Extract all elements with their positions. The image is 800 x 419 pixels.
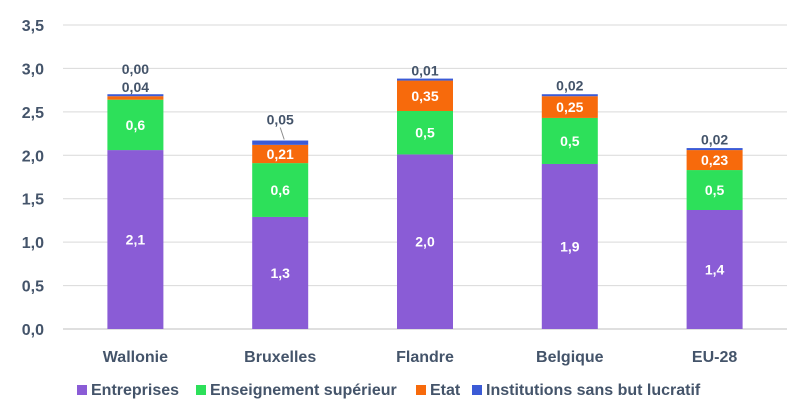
y-tick-label: 2,5 <box>22 105 44 122</box>
bar-segment-enseignement-sup-rieur <box>252 163 309 217</box>
data-label: 0,02 <box>701 131 728 147</box>
x-tick-label: EU-28 <box>692 349 737 366</box>
bar-segment-etat <box>686 150 743 171</box>
data-label: 0,04 <box>122 79 149 95</box>
legend: Entreprises Enseignement supérieur Etat Ins… <box>77 382 701 399</box>
data-label: 0,25 <box>556 99 583 115</box>
x-tick-label: Belgique <box>536 349 604 366</box>
y-axis: 0,0 0,5 1,0 1,5 2,0 2,5 3,0 3,5 <box>22 18 44 339</box>
y-tick-label: 3,5 <box>22 18 44 35</box>
bar-segment-etat <box>107 96 164 100</box>
x-axis: Wallonie Bruxelles Flandre Belgique EU-28 <box>103 349 738 366</box>
data-label: 0,5 <box>560 133 580 149</box>
bar-segment-institutions-sans-but-lucratif <box>686 148 743 151</box>
legend-label: Enseignement supérieur <box>210 382 397 399</box>
data-label: 0,00 <box>122 61 149 77</box>
bar-segment-institutions-sans-but-lucratif <box>541 94 598 97</box>
legend-label: Entreprises <box>91 382 179 399</box>
bar-segment-etat <box>541 96 598 118</box>
data-label: 2,0 <box>415 234 435 250</box>
data-label: 0,21 <box>267 146 294 162</box>
x-tick-label: Flandre <box>396 349 454 366</box>
bar-segment-entreprises <box>107 150 164 329</box>
y-tick-label: 3,0 <box>22 61 44 78</box>
data-label: 2,1 <box>126 232 146 248</box>
bar-segment-enseignement-sup-rieur <box>686 170 743 211</box>
legend-swatch <box>472 385 482 395</box>
data-label: 0,6 <box>126 117 146 133</box>
data-label: 1,9 <box>560 238 580 254</box>
bar-segment-enseignement-sup-rieur <box>107 99 164 151</box>
bar-segment-entreprises <box>252 216 309 329</box>
legend-label: Etat <box>430 382 461 399</box>
legend-swatch <box>196 385 206 395</box>
bar-segment-entreprises <box>541 163 598 329</box>
bar-segment-entreprises <box>397 154 453 329</box>
data-label: 0,01 <box>411 63 438 79</box>
bar-segment-enseignement-sup-rieur <box>397 110 453 155</box>
data-label: 0,23 <box>701 152 728 168</box>
y-tick-label: 0,0 <box>22 322 44 339</box>
data-label: 0,5 <box>705 182 725 198</box>
x-tick-label: Bruxelles <box>244 349 316 366</box>
bars: 2,1 0,6 0,04 0,00 1,3 0,6 0,21 0,05 2,0 0,5 0,35 0,… <box>107 61 743 329</box>
bar-segment-entreprises <box>686 210 743 329</box>
data-label: 0,6 <box>270 182 290 198</box>
bar-segment-etat <box>252 144 309 164</box>
data-label: 0,5 <box>415 125 435 141</box>
y-tick-label: 2,0 <box>22 148 44 165</box>
y-tick-label: 0,5 <box>22 279 44 296</box>
legend-label: Institutions sans but lucratif <box>486 382 701 399</box>
legend-swatch <box>77 385 87 395</box>
data-label: 0,05 <box>267 112 294 128</box>
x-tick-label: Wallonie <box>103 349 168 366</box>
y-tick-label: 1,0 <box>22 235 44 252</box>
data-label: 1,3 <box>270 265 290 281</box>
bar-segment-institutions-sans-but-lucratif <box>107 94 164 97</box>
data-label: 0,02 <box>556 77 583 93</box>
bar-segment-enseignement-sup-rieur <box>541 117 598 164</box>
legend-swatch <box>416 385 426 395</box>
leader-line <box>279 127 285 140</box>
bar-segment-institutions-sans-but-lucratif <box>252 140 309 145</box>
data-label: 1,4 <box>705 262 725 278</box>
data-label: 0,35 <box>411 88 438 104</box>
y-tick-label: 1,5 <box>22 192 44 209</box>
bar-segment-etat <box>397 80 453 111</box>
bar-segment-institutions-sans-but-lucratif <box>397 78 453 81</box>
